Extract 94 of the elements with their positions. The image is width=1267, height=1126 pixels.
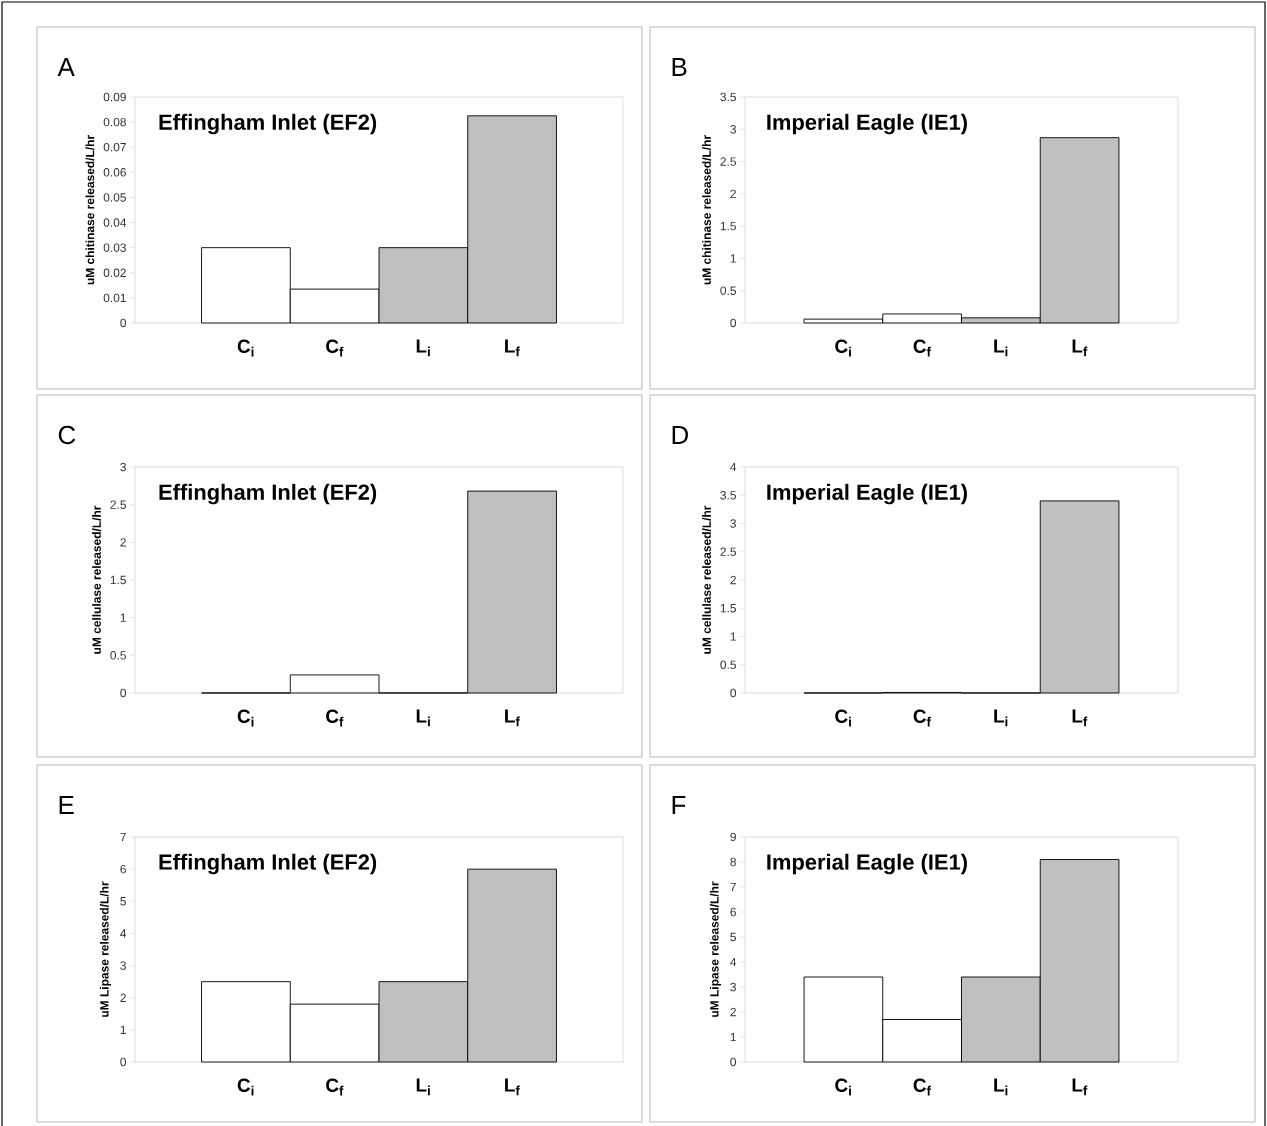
y-tick-label: 0.06 [103,168,126,177]
y-tick-label: 6 [120,864,126,874]
y-tick-label: 2 [120,538,126,547]
x-tick-label: C$_{i}$ [237,709,254,727]
y-tick-label: 7 [120,832,126,842]
y-tick-label: 3 [730,982,736,992]
y-tick-label: 2 [730,575,736,585]
chart-title: B [672,58,687,76]
y-axis-title: uM cellulase released/L/hr [702,505,712,654]
y-tick-label: 0 [730,1057,737,1067]
y-axis-title: uM chitinase released/L/hr [85,135,95,285]
y-tick-label: 3 [120,462,126,472]
y-tick-label: 9 [730,832,736,842]
x-tick-label: C$_{f}$ [326,1078,344,1096]
y-tick-label: 5 [730,932,736,942]
y-axis-title: uM cellulase released/L/hr [92,505,102,654]
y-axis-title: uM Lipase released/L/hr [709,881,721,1017]
y-tick-label: 0.5 [110,651,126,660]
y-tick-label: 2 [120,993,126,1002]
y-tick-label: 0.08 [103,117,126,127]
text: Effingham Inlet (EF2) [159,853,377,875]
y-tick-label: 2.5 [720,547,736,556]
x-tick-label: L$_{i}$ [416,339,430,357]
y-tick-label: 2 [730,1007,736,1017]
y-tick-label: 2.5 [110,500,126,509]
x-tick-label: L$_{f}$ [505,339,520,357]
x-tick-label: L$_{i}$ [994,339,1008,357]
y-tick-label: 7 [730,882,736,892]
x-tick-label: C$_{i}$ [835,339,851,357]
y-tick-label: 2 [730,189,736,199]
y-tick-label: 0.01 [103,293,126,303]
x-tick-label: C$_{f}$ [326,709,344,727]
chart-title: D [672,426,688,444]
chart-title: F [672,796,686,814]
y-tick-label: 0 [120,688,127,698]
x-tick-label: C$_{i}$ [237,339,254,357]
y-tick-label: 0.03 [103,243,126,252]
y-tick-label: 3 [730,519,736,528]
y-tick-label: 1 [730,1032,736,1042]
x-tick-label: L$_{i}$ [994,1078,1008,1096]
text: Imperial Eagle (IE1) [767,853,967,875]
y-tick-label: 3.5 [720,92,736,102]
x-tick-label: L$_{f}$ [505,1078,520,1096]
x-tick-label: C$_{i}$ [835,1078,851,1096]
x-tick-label: C$_{f}$ [913,709,931,727]
y-axis-title: uM Lipase released/L/hr [99,881,111,1017]
x-tick-label: L$_{i}$ [416,1078,430,1096]
chart-title: C [58,425,76,445]
text: Effingham Inlet (EF2) [159,113,377,135]
y-tick-label: 0 [730,318,737,328]
x-tick-label: L$_{i}$ [416,709,430,727]
y-tick-label: 5 [120,897,126,906]
text: Imperial Eagle (IE1) [767,113,967,135]
y-tick-label: 0.5 [720,660,736,669]
chart-title: E [59,796,74,814]
y-tick-label: 0.02 [103,268,126,277]
chart-title: A [57,58,75,76]
y-tick-label: 4 [120,929,127,938]
x-tick-label: L$_{f}$ [505,709,520,727]
text: Imperial Eagle (IE1) [767,483,967,505]
y-tick-label: 0.09 [103,92,126,102]
y-tick-label: 1 [120,613,126,622]
x-tick-label: L$_{i}$ [994,709,1008,727]
y-axis-title: uM chitinase released/L/hr [702,135,712,285]
text: Effingham Inlet (EF2) [159,483,377,505]
x-tick-label: C$_{f}$ [913,339,931,357]
y-tick-label: 0.05 [103,193,126,202]
y-tick-label: 0 [730,688,737,698]
y-tick-label: 1.5 [720,221,736,231]
y-tick-label: 6 [730,907,736,917]
y-tick-label: 1 [120,1025,126,1034]
x-tick-label: L$_{f}$ [1072,339,1088,357]
y-tick-label: 1.5 [720,604,736,613]
y-tick-label: 0 [120,318,127,328]
y-tick-label: 0 [120,1057,127,1067]
y-tick-label: 1 [730,254,736,263]
y-tick-label: 0.07 [103,142,126,152]
y-tick-label: 0.04 [103,218,127,227]
y-tick-label: 0.5 [720,286,736,295]
y-tick-label: 3 [120,961,126,970]
x-tick-label: C$_{i}$ [835,709,851,727]
y-tick-label: 4 [730,957,737,967]
x-tick-label: L$_{f}$ [1072,709,1088,727]
x-tick-label: L$_{f}$ [1072,1078,1088,1096]
x-tick-label: C$_{f}$ [326,339,344,357]
y-tick-label: 1 [730,632,736,641]
x-tick-label: C$_{i}$ [237,1078,254,1096]
y-tick-label: 3.5 [720,491,736,500]
y-tick-label: 1.5 [110,575,126,585]
x-tick-label: C$_{f}$ [913,1078,931,1096]
y-tick-label: 2.5 [720,157,736,166]
y-tick-label: 3 [730,125,736,134]
y-tick-label: 4 [730,462,737,472]
y-tick-label: 8 [730,857,736,867]
